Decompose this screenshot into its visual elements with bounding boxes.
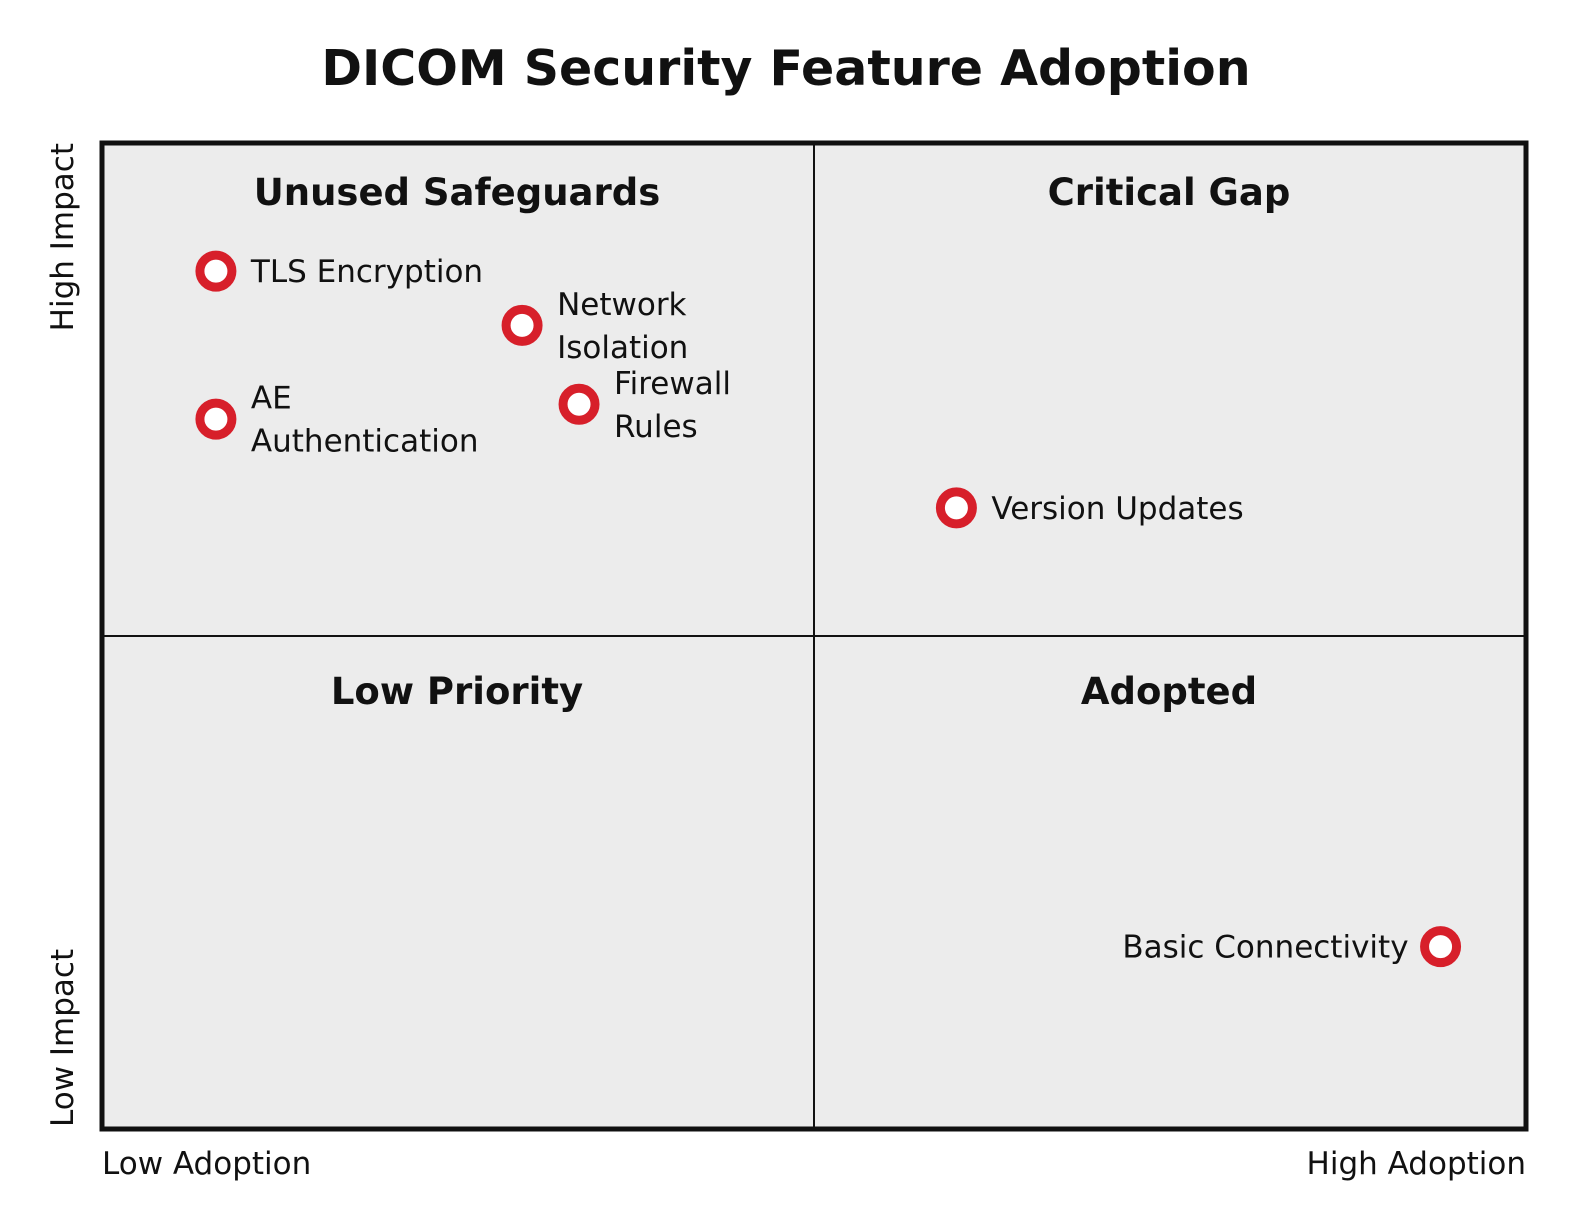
quadrant-label-top-right: Critical Gap bbox=[1048, 171, 1291, 214]
data-point-label-line: Authentication bbox=[251, 424, 479, 460]
data-point-label-line: Firewall bbox=[614, 366, 731, 402]
data-point-label-line: Version Updates bbox=[991, 491, 1243, 527]
data-point-label-line: AE bbox=[251, 381, 292, 417]
data-point-group: Basic Connectivity bbox=[1122, 926, 1462, 968]
data-point-label: Basic Connectivity bbox=[1122, 930, 1408, 966]
quadrant-label-bottom-right: Adopted bbox=[1081, 670, 1257, 713]
data-point-label-line: Rules bbox=[614, 409, 698, 445]
data-point-label-line: Network bbox=[557, 287, 686, 323]
data-point-marker bbox=[1420, 926, 1462, 968]
data-point-group: Network Isolation bbox=[501, 287, 688, 366]
data-point-marker bbox=[558, 383, 600, 425]
data-point-label-line: Basic Connectivity bbox=[1122, 930, 1408, 966]
data-point-group: Firewall Rules bbox=[558, 366, 731, 445]
chart-title: DICOM Security Feature Adoption bbox=[321, 40, 1251, 97]
x-axis-low-label: Low Adoption bbox=[102, 1146, 311, 1182]
data-point-group: Version Updates bbox=[935, 487, 1244, 529]
data-point-label-line: Isolation bbox=[557, 330, 688, 366]
data-point-label-line: TLS Encryption bbox=[250, 254, 483, 290]
data-point-marker bbox=[195, 250, 237, 292]
data-point-group: AE Authentication bbox=[195, 381, 479, 460]
data-point-marker bbox=[501, 304, 543, 346]
y-axis-low-label: Low Impact bbox=[45, 949, 81, 1127]
plot-frame bbox=[99, 140, 1529, 1132]
data-point-group: TLS Encryption bbox=[195, 250, 483, 292]
data-point-marker bbox=[935, 487, 977, 529]
quadrant-label-bottom-left: Low Priority bbox=[331, 670, 583, 713]
data-point-label: Version Updates bbox=[991, 491, 1243, 527]
quadrant-label-top-left: Unused Safeguards bbox=[254, 171, 661, 214]
data-point-label: Firewall Rules bbox=[614, 366, 731, 445]
x-axis-high-label: High Adoption bbox=[1307, 1146, 1526, 1182]
data-point-label: TLS Encryption bbox=[250, 254, 483, 290]
data-point-marker bbox=[195, 398, 237, 440]
y-axis-high-label: High Impact bbox=[45, 143, 81, 331]
data-point-label: AE Authentication bbox=[251, 381, 479, 460]
data-point-label: Network Isolation bbox=[557, 287, 688, 366]
